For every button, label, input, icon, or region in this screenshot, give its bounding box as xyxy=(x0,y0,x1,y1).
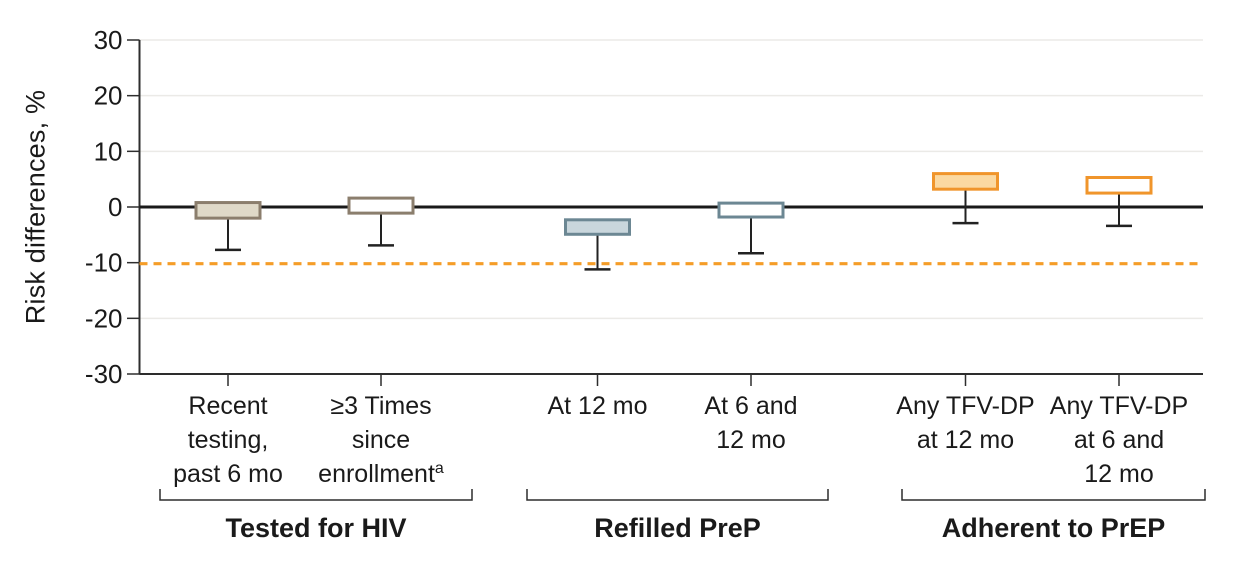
y-tick-label-0: 0 xyxy=(108,192,122,222)
category-label-ge3-times-since-enrollment: ≥3 Times since enrollmenta xyxy=(318,392,444,488)
y-tick-label--30: -30 xyxy=(85,359,123,389)
y-tick-label-30: 30 xyxy=(94,25,123,55)
y-tick-label--20: -20 xyxy=(85,303,123,333)
group-bracket-refilled-prep xyxy=(526,489,829,501)
y-tick-label-20: 20 xyxy=(94,81,123,111)
box-at-6-and-12-mo xyxy=(717,201,785,219)
category-label-any-tfv-dp-at-6-and-12-mo: Any TFV-DP at 6 and 12 mo xyxy=(1050,392,1188,488)
box-ge3-times-since-enrollment xyxy=(347,196,415,215)
category-label-any-tfv-dp-at-12-mo: Any TFV-DP at 12 mo xyxy=(896,392,1034,454)
box-at-12-mo xyxy=(564,218,631,236)
y-tick-label-10: 10 xyxy=(94,136,123,166)
box-recent-testing-past-6-mo xyxy=(194,201,262,220)
category-label-at-12-mo: At 12 mo xyxy=(547,392,647,420)
footnote-superscript: a xyxy=(435,460,444,477)
group-label-tested-for-hiv: Tested for HIV xyxy=(225,513,406,543)
box-any-tfv-dp-at-6-and-12-mo xyxy=(1085,175,1153,195)
box-any-tfv-dp-at-12-mo xyxy=(932,172,999,191)
category-label-at-6-and-12-mo: At 6 and 12 mo xyxy=(704,392,797,454)
group-bracket-adherent-to-prep xyxy=(901,489,1206,501)
group-label-refilled-prep: Refilled PreP xyxy=(594,513,761,543)
group-bracket-tested-for-hiv xyxy=(159,489,473,501)
category-label-recent-testing-past-6-mo: Recent testing, past 6 mo xyxy=(173,392,283,488)
group-label-adherent-to-prep: Adherent to PrEP xyxy=(942,513,1166,543)
y-tick-label--10: -10 xyxy=(85,248,123,278)
